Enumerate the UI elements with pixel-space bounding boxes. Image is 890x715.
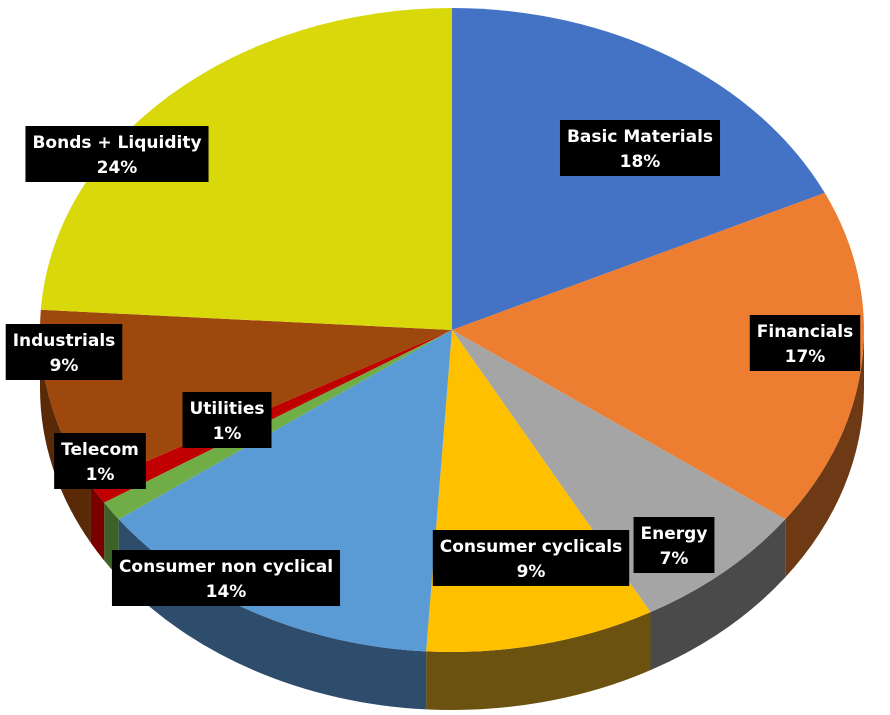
data-label-box [25,126,209,182]
side-wall-industrials [40,330,91,544]
data-label-box [111,550,341,606]
data-label-category: Utilities [189,399,264,419]
data-label-value: 9% [517,562,546,582]
side-wall-consumer-cyclicals [426,612,651,710]
side-wall-consumer-non-cyclical [118,519,427,710]
data-label-box [432,530,630,586]
slice-bonds-liquidity [40,8,452,330]
data-label-consumer-cyclicals: Consumer cyclicals 9% [432,530,630,586]
side-wall-financials [785,330,864,578]
data-label-box [182,392,272,448]
data-label-box [749,315,861,371]
slice-financials [452,192,864,520]
data-label-box [54,433,146,489]
data-label-value: 14% [206,582,247,602]
data-label-value: 9% [50,356,79,376]
data-label-value: 24% [97,158,138,178]
data-label-category: Industrials [13,331,116,351]
data-label-value: 1% [213,424,242,444]
data-label-consumer-non-cyclical: Consumer non cyclical 14% [111,550,341,606]
data-label-category: Financials [757,322,853,342]
data-label-box [559,120,721,176]
data-label-value: 1% [86,465,115,485]
data-label-category: Consumer non cyclical [119,557,333,577]
data-label-financials: Financials 17% [749,315,861,371]
data-label-utilities: Utilities 1% [182,392,272,448]
data-label-telecom: Telecom 1% [54,433,146,489]
data-label-category: Consumer cyclicals [440,537,622,557]
data-label-category: Energy [641,524,708,544]
pie-side-walls [40,330,864,710]
data-label-box [5,324,123,380]
data-label-category: Telecom [61,440,139,460]
data-label-bonds-liquidity: Bonds + Liquidity 24% [25,126,209,182]
side-wall-telecom [90,485,105,561]
data-label-value: 7% [660,549,689,569]
data-label-basic-materials: Basic Materials 18% [559,120,721,176]
data-label-value: 18% [620,152,661,172]
data-label-energy: Energy 7% [633,517,715,573]
slice-utilities [104,330,452,520]
pie-data-labels: Basic Materials 18% Financials 17% Energy 7% C… [5,120,861,606]
data-label-category: Bonds + Liquidity [32,133,201,153]
data-label-box [633,517,715,573]
data-label-value: 17% [785,347,826,367]
side-wall-energy [650,519,786,671]
data-label-industrials: Industrials 9% [5,324,123,380]
data-label-category: Basic Materials [567,127,713,147]
